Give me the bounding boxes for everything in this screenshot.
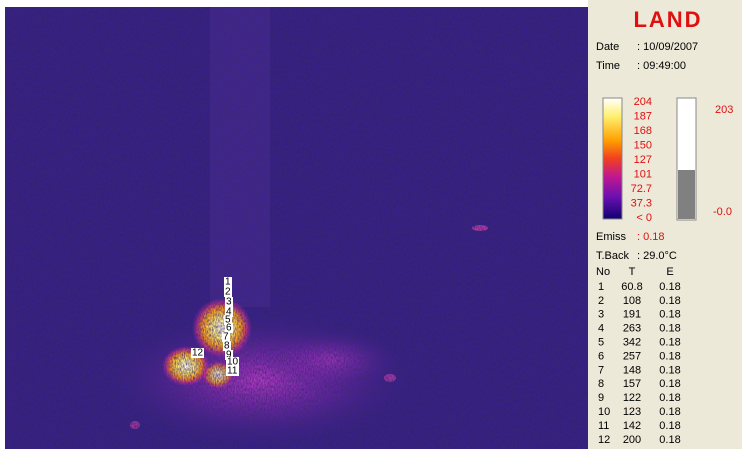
table-cell: 0.18 [659,295,680,307]
table-cell: 11 [598,420,609,432]
table-cell: 0.18 [659,364,680,376]
emiss-label: Emiss [596,231,626,243]
table-cell: 342 [623,337,641,349]
date-value: : 10/09/2007 [637,41,698,53]
table-cell: 0.18 [659,337,680,349]
table-cell: 122 [623,392,641,404]
scale-label: 37.3 [631,197,652,209]
table-cell: 0.18 [659,281,680,293]
table-header: E [666,266,673,278]
table-cell: 0.18 [659,378,680,390]
table-cell: 200 [623,434,641,446]
table-header: T [629,266,636,278]
table-cell: 0.18 [659,392,680,404]
table-cell: 0.18 [659,406,680,418]
scale-labels: 204 187 168 150 127 101 72.7 37.3 < 0 [631,96,652,224]
table-cell: 263 [623,323,641,335]
scale-label: 72.7 [631,183,652,195]
scale-label: 204 [634,96,652,108]
time-label: Time [596,60,620,72]
marker-label: 11 [227,366,238,377]
thermal-viewer: 123456789101112 LAND Date : 10/09/2007 T… [0,0,742,449]
logo: LAND [633,7,702,32]
table-cell: 0.18 [659,434,680,446]
time-value: : 09:49:00 [637,60,686,72]
table-cell: 142 [623,420,641,432]
scale-label: 150 [634,139,652,151]
gauge-fill [678,170,695,219]
table-cell: 257 [623,350,641,362]
table-cell: 4 [598,323,604,335]
table-cell: 0.18 [659,350,680,362]
marker-label: 12 [192,348,204,359]
table-cell: 148 [623,364,641,376]
table-cell: 2 [598,295,604,307]
table-cell: 60.8 [621,281,642,293]
date-label: Date [596,41,619,53]
table-cell: 157 [623,378,641,390]
tback-label: T.Back [596,250,630,262]
thermal-image [5,7,588,449]
table-cell: 7 [598,364,604,376]
scale-label: 127 [634,154,652,166]
table-cell: 9 [598,392,604,404]
gauge-min: -0.0 [713,206,732,218]
table-cell: 6 [598,350,604,362]
scale-label: < 0 [636,212,652,224]
tback-value: : 29.0°C [637,250,677,262]
table-cell: 0.18 [659,323,680,335]
table-cell: 8 [598,378,604,390]
table-cell: 10 [598,406,610,418]
table-cell: 1 [598,281,604,293]
color-scale [603,98,622,219]
table-cell: 0.18 [659,309,680,321]
table-cell: 12 [598,434,610,446]
emiss-value: : 0.18 [637,231,665,243]
table-cell: 123 [623,406,641,418]
scale-label: 168 [634,125,652,137]
table-cell: 3 [598,309,604,321]
scale-label: 101 [634,168,652,180]
table-cell: 108 [623,295,641,307]
scale-label: 187 [634,110,652,122]
table-cell: 0.18 [659,420,680,432]
table-cell: 5 [598,337,604,349]
table-cell: 191 [623,309,641,321]
table-header: No [596,266,610,278]
gauge-max: 203 [715,104,733,116]
